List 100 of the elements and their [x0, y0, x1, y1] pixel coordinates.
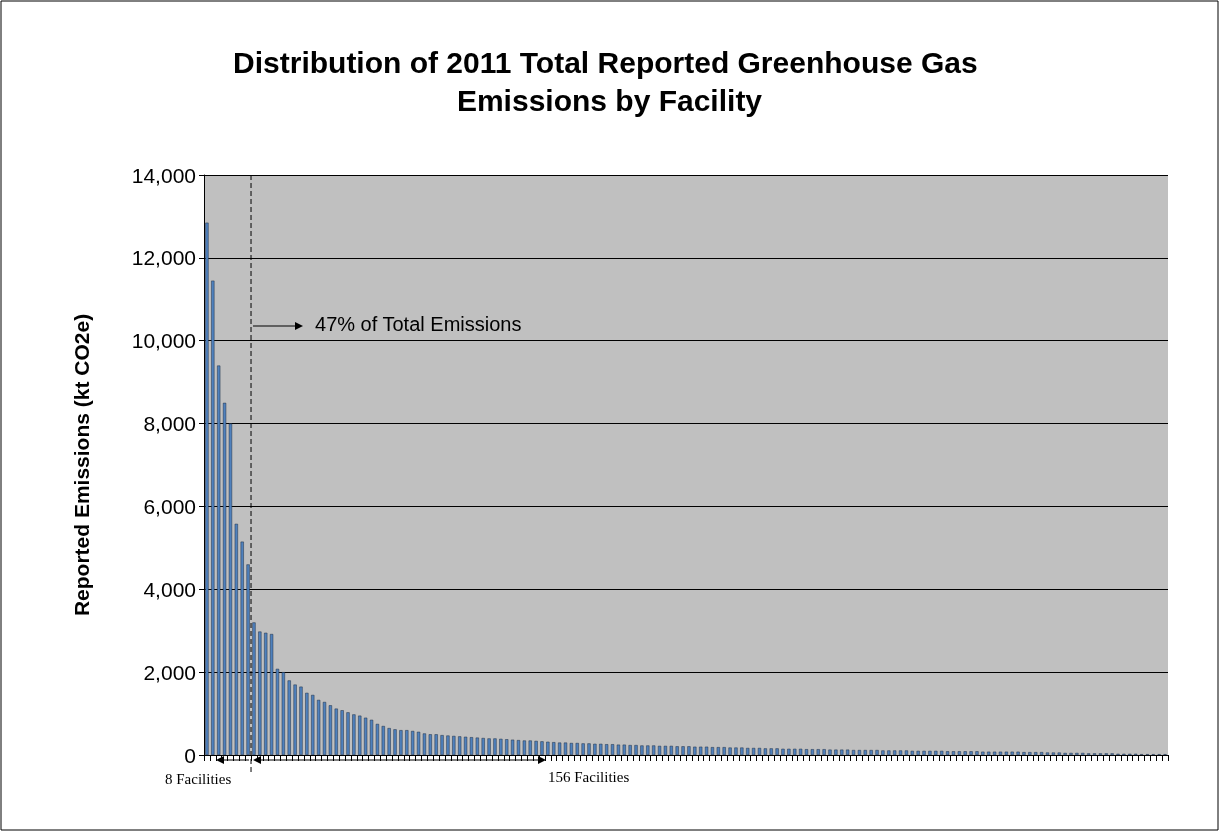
bar	[875, 750, 879, 755]
bar	[922, 750, 926, 755]
bar	[928, 750, 932, 755]
bar	[581, 743, 585, 755]
bar	[775, 748, 779, 755]
bar	[828, 749, 832, 755]
bar	[534, 740, 538, 755]
bar	[863, 750, 867, 755]
bar	[846, 749, 850, 755]
bar	[552, 742, 556, 755]
bar	[934, 750, 938, 755]
bar	[1034, 752, 1038, 755]
bar	[234, 523, 238, 755]
bar	[387, 728, 391, 755]
bar	[969, 751, 973, 755]
y-tick-label: 6,000	[143, 494, 196, 518]
bar	[205, 222, 209, 755]
bar	[452, 735, 456, 755]
bar	[364, 717, 368, 755]
y-tick-label: 12,000	[131, 246, 196, 270]
bar	[834, 749, 838, 755]
bar	[246, 564, 250, 755]
bar	[475, 737, 479, 755]
bar	[840, 749, 844, 755]
bar	[869, 750, 873, 755]
text: 156 Facilities	[548, 768, 630, 785]
bar	[1028, 752, 1032, 755]
bar	[546, 741, 550, 755]
bar	[434, 734, 438, 755]
bar	[763, 748, 767, 755]
bar	[746, 747, 750, 755]
bar	[699, 746, 703, 755]
bar	[505, 739, 509, 755]
bar	[499, 738, 503, 755]
bar	[528, 740, 532, 755]
y-tick-label: 0	[184, 743, 196, 767]
bar	[975, 751, 979, 755]
bar	[399, 730, 403, 755]
bar	[352, 714, 356, 755]
annotation: 47% of Total Emissions	[315, 313, 522, 335]
bar	[575, 742, 579, 755]
bar	[346, 712, 350, 755]
bar	[740, 747, 744, 755]
bar	[599, 743, 603, 755]
bar	[211, 280, 215, 755]
bar	[816, 749, 820, 755]
bar	[493, 738, 497, 755]
bar	[963, 751, 967, 755]
text: 8 Facilities	[165, 770, 232, 787]
bar	[640, 745, 644, 755]
bar	[793, 748, 797, 755]
bar	[1016, 751, 1020, 755]
y-tick-label: 4,000	[143, 577, 196, 601]
bar	[405, 730, 409, 755]
bar	[293, 684, 297, 755]
y-tick-label: 8,000	[143, 412, 196, 436]
bar	[822, 749, 826, 755]
bar	[687, 746, 691, 755]
bar	[693, 746, 697, 755]
bar	[393, 729, 397, 755]
bar	[669, 745, 673, 755]
bar	[287, 680, 291, 755]
y-tick-label: 10,000	[131, 329, 196, 353]
bar	[605, 744, 609, 755]
bar	[916, 750, 920, 755]
bar	[440, 735, 444, 755]
bar	[787, 748, 791, 755]
bar	[628, 745, 632, 755]
bar	[893, 750, 897, 755]
bar	[1010, 751, 1014, 755]
bar	[1004, 751, 1008, 755]
bar	[987, 751, 991, 755]
bar	[681, 746, 685, 755]
bar	[634, 745, 638, 755]
bar	[240, 541, 244, 755]
bar	[446, 735, 450, 755]
y-tick-label: 2,000	[143, 660, 196, 684]
bar	[734, 747, 738, 755]
bar	[887, 750, 891, 755]
bar	[940, 750, 944, 755]
bar	[716, 747, 720, 755]
bar	[458, 736, 462, 755]
bar	[981, 751, 985, 755]
bar	[675, 746, 679, 755]
bar	[587, 743, 591, 755]
bar	[522, 740, 526, 755]
bar	[340, 710, 344, 755]
y-tick-label: 14,000	[131, 163, 196, 187]
bar	[769, 748, 773, 755]
bar	[957, 751, 961, 755]
bar	[652, 745, 656, 755]
bar	[910, 750, 914, 755]
bar	[722, 747, 726, 755]
bar	[481, 738, 485, 755]
bar	[381, 726, 385, 755]
bar	[881, 750, 885, 755]
bar	[334, 708, 338, 755]
y-axis-title: Reported Emissions (kt CO2e)	[70, 313, 93, 617]
chart-title: Distribution of 2011 Total Reported Greenhouse Gas Emissions by Facility	[233, 45, 986, 117]
bar	[781, 748, 785, 755]
